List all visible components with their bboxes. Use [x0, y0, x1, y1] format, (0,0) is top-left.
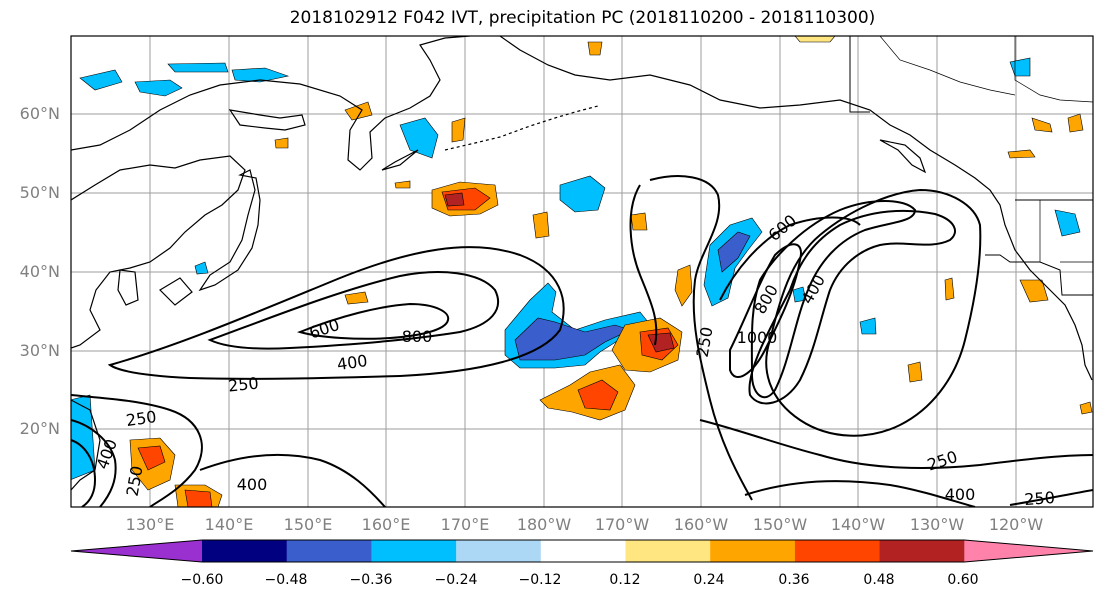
- colorbar-extend-min: [71, 540, 202, 562]
- colorbar-tick-label: 0.24: [693, 572, 725, 588]
- contour-label: 250: [1024, 488, 1056, 509]
- lon-label: 170°W: [594, 515, 650, 534]
- colorbar-tick-label: −0.48: [264, 572, 308, 588]
- lat-label: 20°N: [19, 419, 60, 438]
- lon-label: 150°E: [283, 515, 333, 534]
- map-title: 2018102912 F042 IVT, precipitation PC (2…: [289, 8, 876, 28]
- colorbar-tick-label: 0.36: [778, 572, 810, 588]
- contour-label: 400: [945, 485, 976, 504]
- lat-label: 40°N: [19, 262, 60, 281]
- lon-label: 160°E: [361, 515, 411, 534]
- political-borders: [849, 36, 1093, 296]
- colorbar: [70, 539, 1094, 563]
- colorbar-segment: [710, 540, 796, 562]
- colorbar-segment: [456, 540, 542, 562]
- lon-label: 130°W: [909, 515, 965, 534]
- lon-label: 150°W: [752, 515, 808, 534]
- colorbar-segment: [371, 540, 457, 562]
- lon-label: 120°W: [988, 515, 1044, 534]
- colorbar-segment: [625, 540, 711, 562]
- colorbar-tick-label: −0.36: [349, 572, 393, 588]
- lon-label: 170°E: [440, 515, 490, 534]
- precip-positive-shading: [129, 36, 1093, 507]
- lon-label: 180°W: [516, 515, 572, 534]
- contour-label: 400: [237, 475, 268, 494]
- colorbar-segment: [286, 540, 372, 562]
- colorbar-outline: [70, 539, 1094, 563]
- precip-negative-shading: [71, 57, 1081, 480]
- colorbar-segment: [202, 540, 288, 562]
- contour-label: 800: [402, 327, 433, 346]
- colorbar-tick-label: −0.24: [434, 572, 478, 588]
- graticule: [71, 36, 1093, 507]
- colorbar-segment: [540, 540, 626, 562]
- lon-label: 130°E: [125, 515, 175, 534]
- contour-label: 250: [125, 407, 158, 430]
- contour-label: 1000: [737, 328, 778, 347]
- colorbar-tick-label: 0.12: [609, 572, 641, 588]
- coastlines: [71, 36, 1093, 491]
- ivt-contours: [71, 175, 1093, 507]
- lon-label: 160°W: [673, 515, 729, 534]
- contour-label: 250: [227, 373, 259, 395]
- colorbar-segment: [794, 540, 881, 562]
- lon-label: 140°E: [204, 515, 254, 534]
- contour-label: 400: [336, 351, 369, 374]
- lon-label: 140°W: [830, 515, 886, 534]
- map-area: 600 800 400 250 250 400 250 600 800 1000…: [71, 36, 1093, 509]
- colorbar-tick-label: 0.60: [947, 572, 979, 588]
- colorbar-extend-max: [964, 540, 1093, 562]
- colorbar-segment: [879, 540, 965, 562]
- colorbar-tick-label: −0.12: [518, 572, 562, 588]
- lat-label: 30°N: [19, 341, 60, 360]
- colorbar-tick-label: −0.60: [180, 572, 224, 588]
- colorbar-tick-label: 0.48: [863, 572, 895, 588]
- lat-label: 50°N: [19, 183, 60, 202]
- lat-label: 60°N: [19, 104, 60, 123]
- map-frame: [70, 35, 1094, 508]
